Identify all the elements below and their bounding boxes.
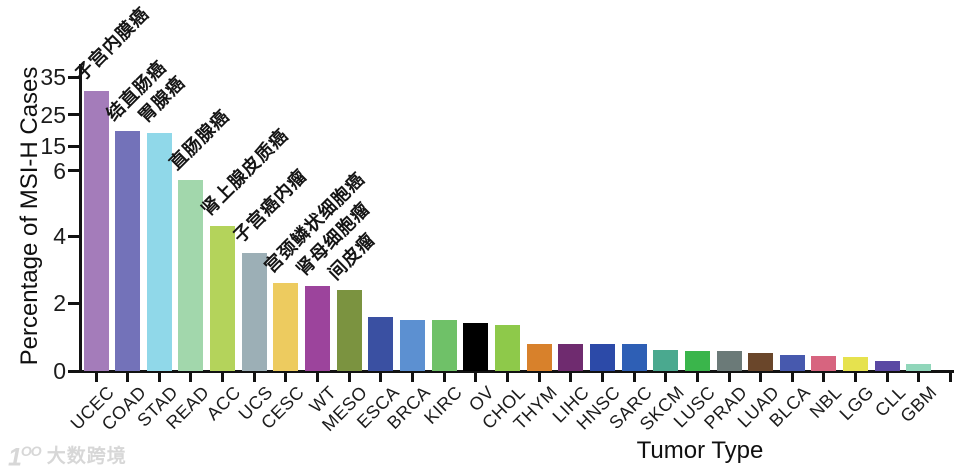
watermark-logo-icon: 1OO: [8, 443, 42, 470]
x-tick-sarc: [632, 373, 636, 382]
bar-acc: [210, 226, 236, 371]
bar-blca: [779, 355, 805, 371]
y-tick-2: [68, 301, 80, 305]
y-tick-25: [68, 113, 80, 116]
x-tick-skcm: [664, 373, 668, 382]
bar-ucec: [83, 90, 109, 371]
y-tick-15: [68, 144, 80, 148]
bar-cll: [874, 361, 900, 371]
x-axis-title: Tumor Type: [636, 437, 764, 464]
x-tick-luad: [759, 373, 763, 382]
x-tick-cll: [885, 373, 889, 382]
bar-lusc: [684, 351, 710, 371]
x-tick-axis-end: [949, 373, 953, 382]
y-tick-4: [68, 234, 80, 238]
x-tick-cesc: [284, 373, 288, 382]
x-tick-ucs: [252, 373, 256, 382]
bar-esca: [368, 316, 394, 371]
y-axis-line: [78, 64, 82, 373]
x-tick-prad: [727, 373, 731, 382]
bar-gbm: [906, 363, 932, 371]
bar-wt: [305, 286, 331, 371]
x-tick-coad: [126, 373, 130, 382]
x-tick-read: [189, 373, 193, 382]
bar-sarc: [621, 344, 647, 371]
x-tick-nbl: [822, 373, 826, 382]
x-label-nbl: NBL: [806, 382, 847, 422]
bar-ov: [463, 323, 489, 371]
bar-lgg: [843, 357, 869, 371]
x-tick-wt: [316, 373, 320, 382]
y-tick-35: [68, 75, 80, 79]
y-tick-label-35: 35: [40, 64, 66, 90]
bar-prad: [716, 351, 742, 371]
y-tick-0: [68, 369, 80, 373]
x-label-lgg: LGG: [835, 382, 878, 425]
y-tick-label-4: 4: [53, 223, 66, 249]
x-tick-blca: [790, 373, 794, 382]
bar-thym: [526, 343, 552, 371]
bar-chol: [494, 325, 520, 371]
y-tick-label-6: 6: [53, 157, 66, 184]
y-tick-label-25: 25: [40, 101, 66, 128]
watermark: 1OO 大数跨境: [8, 439, 127, 470]
y-axis-title: Percentage of MSI-H Cases: [16, 66, 43, 366]
x-tick-hnsc: [600, 373, 604, 382]
x-tick-lgg: [854, 373, 858, 382]
x-label-acc: ACC: [202, 382, 245, 425]
bar-ucs: [241, 252, 267, 371]
y-tick-label-0: 0: [53, 358, 66, 384]
y-tick-label-15: 15: [40, 133, 66, 159]
bar-skcm: [653, 349, 679, 371]
x-tick-acc: [221, 373, 225, 382]
bar-brca: [400, 320, 425, 371]
x-tick-meso: [347, 373, 351, 382]
x-axis-line: [78, 370, 954, 373]
x-tick-ucec: [94, 373, 98, 382]
bar-coad: [115, 131, 141, 371]
bar-cesc: [273, 282, 299, 371]
bar-stad: [146, 133, 172, 371]
bar-lihc: [558, 343, 584, 371]
x-tick-gbm: [917, 373, 921, 382]
x-tick-thym: [537, 373, 541, 382]
x-label-gbm: GBM: [896, 382, 942, 427]
bar-luad: [748, 353, 774, 371]
x-tick-ov: [474, 373, 478, 382]
x-tick-brca: [411, 373, 414, 382]
bar-kirc: [431, 320, 457, 371]
x-tick-esca: [379, 373, 383, 382]
x-tick-chol: [505, 373, 509, 382]
x-tick-lusc: [695, 373, 699, 382]
bar-hnsc: [589, 344, 615, 371]
watermark-text: 大数跨境: [46, 445, 127, 467]
bar-nbl: [811, 356, 837, 371]
x-tick-stad: [157, 373, 161, 382]
x-tick-lihc: [569, 373, 573, 382]
x-tick-kirc: [442, 373, 446, 382]
y-tick-6: [68, 169, 80, 172]
bar-read: [178, 180, 204, 371]
annotation-read: 直肠腺癌: [165, 106, 234, 174]
bar-meso: [336, 289, 362, 371]
y-tick-label-2: 2: [53, 290, 66, 316]
